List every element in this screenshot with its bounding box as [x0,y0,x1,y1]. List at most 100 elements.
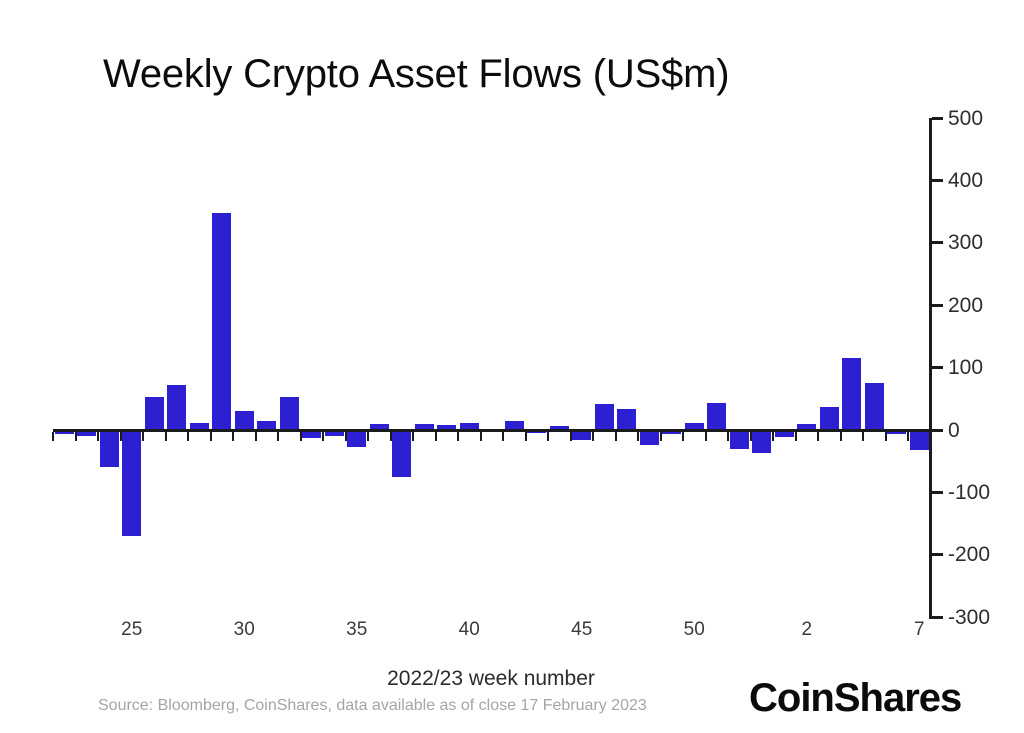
source-note: Source: Bloomberg, CoinShares, data avai… [98,697,647,714]
bar-week-34 [324,430,344,436]
bar-week-6 [887,430,907,434]
bar-week-7 [909,430,929,450]
x-axis-tick [524,431,527,441]
y-axis-line [929,118,932,620]
x-axis-tick [614,431,617,441]
x-axis-tick [344,431,347,441]
x-axis-tick [367,431,369,441]
bar-week-23 [77,430,97,437]
bar-week-1 [774,430,794,437]
bar-week-28 [189,423,209,430]
y-axis-tick [932,490,943,494]
coinshares-logo: CoinShares [749,676,962,720]
x-axis-tick [164,431,167,441]
x-axis-tick [794,431,797,441]
x-axis-tick [457,431,459,441]
x-axis-tick [502,431,504,441]
x-axis-tick [637,431,639,441]
y-axis-label-0: 0 [948,418,960,442]
y-axis-tick [932,366,943,370]
x-axis-tick [52,431,54,441]
x-axis-tick [209,431,212,441]
x-axis-tick [412,431,414,441]
bar-week-47 [617,408,637,430]
x-axis-tick [434,431,437,441]
y-axis-tick [932,179,943,182]
x-axis-tick [142,431,144,441]
y-axis-tick [932,428,943,432]
x-axis-tick [907,431,909,441]
bar-week-39 [437,425,457,430]
bar-week-5 [864,383,884,430]
x-axis-tick [389,431,392,441]
x-axis-tick [97,431,99,441]
bar-week-24 [99,430,119,468]
bar-week-29 [212,212,232,430]
x-axis-tick [659,431,662,441]
x-axis-tick [862,431,864,441]
x-axis-tick [884,431,887,441]
bar-week-51 [707,403,727,430]
bar-week-31 [257,421,277,430]
bar-week-50 [684,423,704,430]
bar-week-32 [279,396,299,430]
x-axis-tick [682,431,684,441]
chart-title: Weekly Crypto Asset Flows (US$m) [103,52,730,96]
x-axis-tick [277,431,279,441]
bar-week-40 [459,423,479,430]
y-axis-label-300: 300 [948,231,984,255]
bar-week-30 [234,411,254,430]
x-axis-tick [592,431,594,441]
x-axis-tick [119,431,122,441]
x-axis-label-week-40: 40 [458,619,480,640]
x-axis-label-week-2: 2 [801,619,813,640]
bar-week-53 [752,430,772,454]
y-axis-label-500: 500 [948,106,984,130]
bar-week-49 [662,430,682,434]
x-axis-zero-line [53,428,932,432]
x-axis-tick [749,431,752,441]
bar-week-44 [549,426,569,430]
y-axis-tick [932,553,943,557]
y-axis-label--200: -200 [948,543,991,567]
y-axis-label--300: -300 [948,605,991,629]
bar-week-25 [122,430,142,537]
bar-week-33 [302,430,322,439]
x-axis-tick [929,431,932,441]
y-axis-tick [932,241,943,245]
bar-week-45 [572,430,592,440]
x-axis-tick [727,431,729,441]
x-axis-tick [772,431,774,441]
y-axis-label-400: 400 [948,169,984,192]
bar-week-37 [392,430,412,478]
x-axis-label-week-35: 35 [346,619,368,640]
x-axis-tick [254,431,257,441]
bar-week-3 [819,406,839,430]
bar-week-35 [347,430,367,447]
bar-week-46 [594,403,614,430]
y-axis-label-200: 200 [948,293,984,317]
x-axis-label-week-7: 7 [913,619,925,640]
y-axis-label-100: 100 [948,356,984,380]
x-axis-tick [74,431,77,441]
x-axis-label-week-25: 25 [121,619,143,640]
x-axis-label-week-50: 50 [683,619,705,640]
bar-week-36 [369,423,389,430]
x-axis-title: 2022/23 week number [387,667,595,690]
bar-week-52 [729,430,749,449]
y-axis-tick [932,116,943,120]
x-axis-tick [547,431,549,441]
bar-week-26 [144,396,164,430]
bar-week-48 [639,430,659,445]
bar-week-38 [414,423,434,430]
x-axis-tick [322,431,324,441]
bar-week-27 [167,385,187,430]
x-axis-tick [299,431,302,441]
y-axis-label--100: -100 [948,480,991,504]
bar-week-42 [504,421,524,430]
x-axis-label-week-45: 45 [571,619,593,640]
bar-week-22 [54,430,74,434]
x-axis-tick [817,431,819,441]
